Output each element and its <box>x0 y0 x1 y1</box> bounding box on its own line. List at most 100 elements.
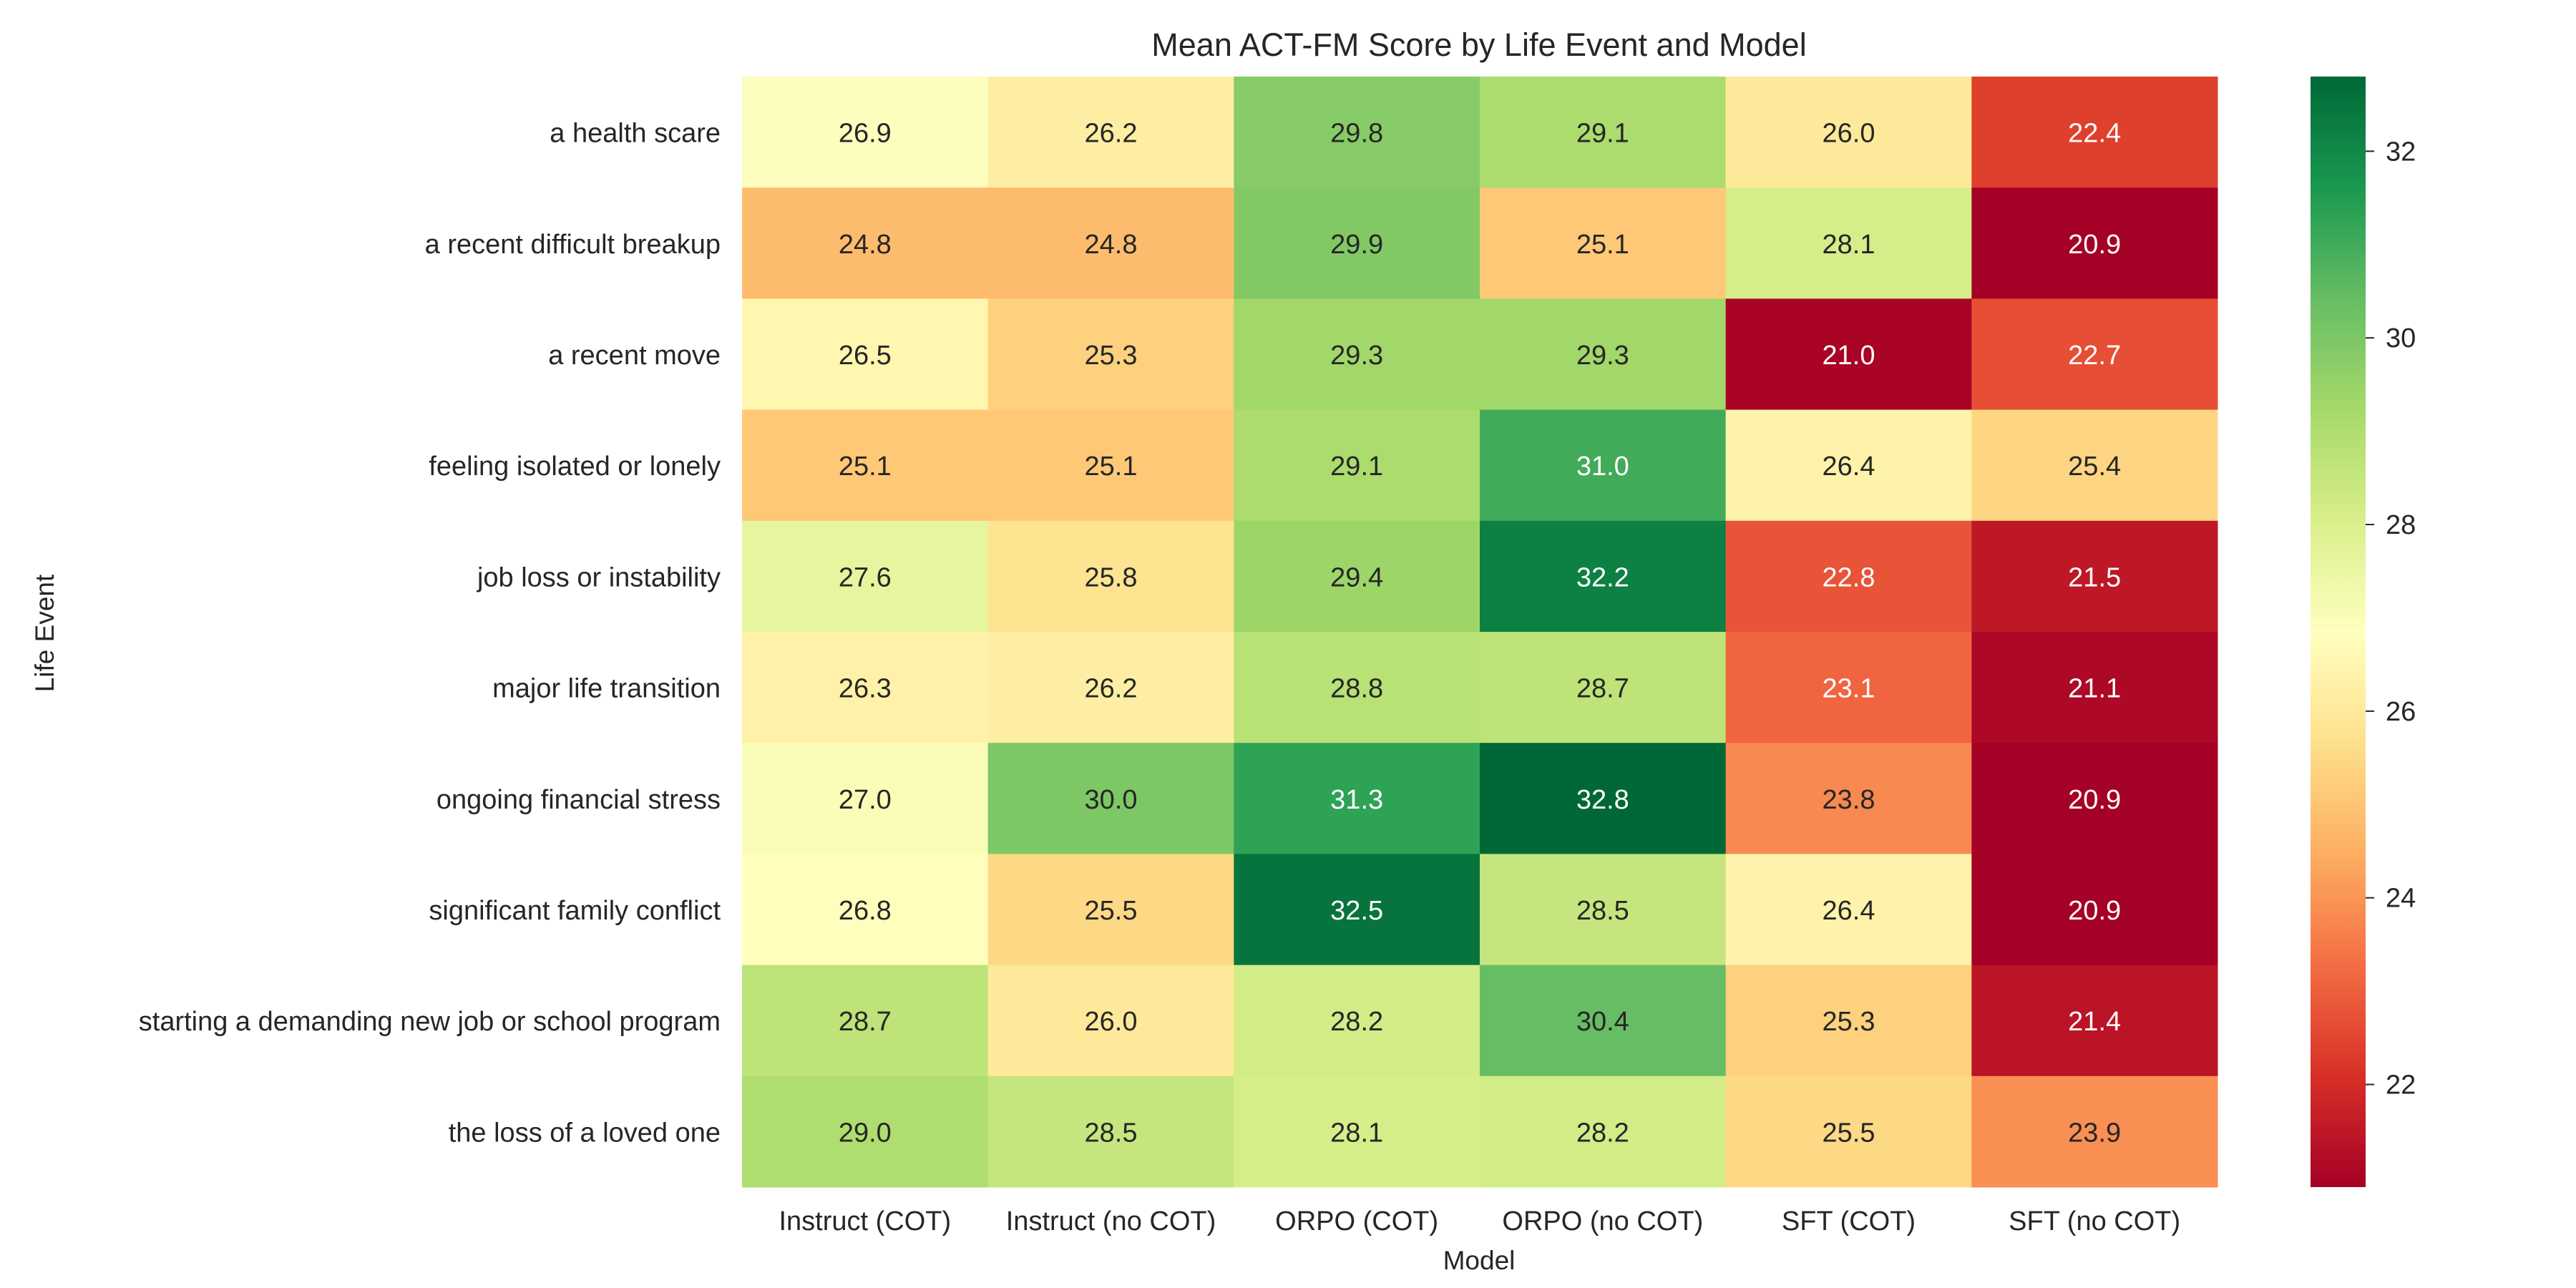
heatmap-cell <box>1725 520 1972 633</box>
column-tick-label: SFT (COT) <box>1782 1206 1916 1236</box>
heatmap-cell <box>987 409 1234 522</box>
heatmap-cell <box>1234 77 1480 188</box>
heatmap-cell <box>1971 854 2218 966</box>
heatmap-cell <box>742 743 989 854</box>
x-axis-label: Model <box>1443 1246 1516 1275</box>
cell-value-label: 28.2 <box>1576 1118 1629 1148</box>
heatmap-cell <box>1480 965 1727 1077</box>
heatmap-cell <box>987 298 1234 411</box>
cell-value-label: 26.0 <box>1085 1007 1138 1037</box>
cell-value-label: 30.4 <box>1576 1007 1629 1037</box>
cell-value-label: 21.5 <box>2068 562 2121 592</box>
cell-value-label: 29.0 <box>839 1118 892 1148</box>
column-tick-label: ORPO (no COT) <box>1502 1206 1703 1236</box>
row-tick-label: starting a demanding new job or school p… <box>139 1007 721 1037</box>
row-tick-label: major life transition <box>492 674 721 704</box>
heatmap-cell <box>1725 409 1972 522</box>
cell-value-label: 28.1 <box>1330 1118 1383 1148</box>
heatmap-cell <box>1971 743 2218 854</box>
row-tick-label: a recent move <box>548 341 721 371</box>
column-tick-label: ORPO (COT) <box>1275 1206 1438 1236</box>
heatmap-cell <box>1725 77 1972 188</box>
cell-value-label: 22.7 <box>2068 341 2121 371</box>
heatmap-cell <box>1234 854 1480 966</box>
heatmap-cell <box>1234 187 1480 299</box>
cell-value-label: 27.0 <box>839 785 892 815</box>
heatmap-cell <box>1234 965 1480 1077</box>
colorbar-tick-label: 28 <box>2386 510 2416 540</box>
cell-value-label: 25.1 <box>1085 452 1138 482</box>
heatmap-cell <box>742 854 989 966</box>
cell-value-label: 21.0 <box>1823 341 1875 371</box>
cell-value-label: 26.3 <box>839 674 892 704</box>
cell-value-label: 25.5 <box>1085 896 1138 926</box>
heatmap-cell <box>987 77 1234 188</box>
cell-value-label: 25.5 <box>1823 1118 1875 1148</box>
heatmap-cell <box>1234 409 1480 522</box>
cell-value-label: 26.4 <box>1823 452 1875 482</box>
column-tick-label: Instruct (no COT) <box>1006 1206 1216 1236</box>
cell-value-label: 32.2 <box>1576 562 1629 592</box>
heatmap-cell <box>1971 298 2218 411</box>
cell-value-label: 20.9 <box>2068 230 2121 260</box>
colorbar <box>2311 77 2366 1187</box>
heatmap-cell <box>742 965 989 1077</box>
heatmap-cell <box>1725 298 1972 411</box>
cell-value-label: 23.1 <box>1823 674 1875 704</box>
colorbar-tick-label: 24 <box>2386 884 2416 914</box>
heatmap-cell <box>742 187 989 299</box>
cell-value-label: 28.1 <box>1823 230 1875 260</box>
cell-value-label: 29.3 <box>1330 341 1383 371</box>
heatmap-cell <box>1480 743 1727 854</box>
heatmap-cell <box>1971 632 2218 743</box>
heatmap-cell <box>742 520 989 633</box>
heatmap-cell <box>1480 187 1727 299</box>
cell-value-label: 24.8 <box>839 230 892 260</box>
heatmap-cell <box>1480 77 1727 188</box>
colorbar-ticks: 22 24 26 28 30 32 <box>2366 137 2416 1101</box>
column-labels: Instruct (COT) Instruct (no COT) ORPO (COT… <box>779 1206 2180 1236</box>
heatmap-cell <box>1234 743 1480 854</box>
y-axis-label: Life Event <box>30 574 59 692</box>
row-labels: a health scare a recent difficult breakup… <box>139 119 721 1148</box>
heatmap-cell <box>1971 520 2218 633</box>
cell-value-label: 29.8 <box>1330 119 1383 149</box>
cell-value-label: 20.9 <box>2068 785 2121 815</box>
heatmap-cell <box>1234 632 1480 743</box>
cell-value-label: 25.3 <box>1823 1007 1875 1037</box>
heatmap-cell <box>742 298 989 411</box>
cell-value-label: 27.6 <box>839 562 892 592</box>
cell-value-label: 28.2 <box>1330 1007 1383 1037</box>
row-tick-label: feeling isolated or lonely <box>429 452 721 482</box>
heatmap-cell <box>987 854 1234 966</box>
cell-value-label: 25.1 <box>839 452 892 482</box>
row-tick-label: significant family conflict <box>429 896 721 926</box>
colorbar-tick-label: 30 <box>2386 323 2416 353</box>
heatmap-cell <box>1971 965 2218 1077</box>
heatmap-cell <box>1480 1075 1727 1188</box>
cell-value-label: 25.1 <box>1576 230 1629 260</box>
cell-value-label: 28.5 <box>1576 896 1629 926</box>
cell-value-label: 32.8 <box>1576 785 1629 815</box>
heatmap-cell <box>1480 520 1727 633</box>
heatmap-cell <box>987 187 1234 299</box>
heatmap-cell <box>742 1075 989 1188</box>
heatmap-cell <box>1480 632 1727 743</box>
heatmap-cell <box>1725 743 1972 854</box>
cell-value-label: 26.2 <box>1085 119 1138 149</box>
column-tick-label: Instruct (COT) <box>779 1206 951 1236</box>
cell-value-label: 31.3 <box>1330 785 1383 815</box>
heatmap-cell <box>742 77 989 188</box>
row-tick-label: a recent difficult breakup <box>425 230 721 260</box>
cell-value-label: 26.2 <box>1085 674 1138 704</box>
heatmap-cell <box>1725 187 1972 299</box>
heatmap-cell <box>1725 1075 1972 1188</box>
cell-value-label: 23.8 <box>1823 785 1875 815</box>
heatmap-cell <box>742 632 989 743</box>
colorbar-tick-label: 22 <box>2386 1070 2416 1101</box>
heatmap-cell <box>1480 854 1727 966</box>
cell-value-label: 22.8 <box>1823 562 1875 592</box>
cell-value-label: 21.4 <box>2068 1007 2121 1037</box>
cell-value-label: 30.0 <box>1085 785 1138 815</box>
row-tick-label: a health scare <box>550 119 721 149</box>
